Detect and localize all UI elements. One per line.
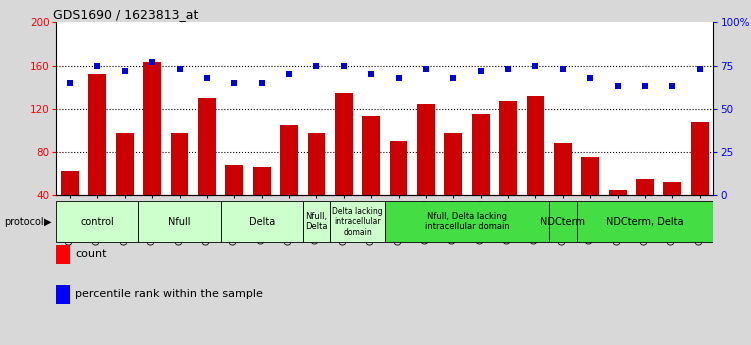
Point <box>393 75 405 80</box>
Text: Delta: Delta <box>249 217 275 227</box>
Point <box>283 71 295 77</box>
Point <box>611 83 623 89</box>
Point <box>201 75 213 80</box>
FancyBboxPatch shape <box>549 201 577 242</box>
Bar <box>143 62 161 238</box>
Text: GDS1690 / 1623813_at: GDS1690 / 1623813_at <box>53 8 198 21</box>
Bar <box>89 74 107 238</box>
Bar <box>417 104 435 238</box>
Bar <box>116 134 134 238</box>
Point <box>146 59 158 65</box>
Bar <box>170 134 189 238</box>
Text: Nfull: Nfull <box>168 217 191 227</box>
Bar <box>445 134 462 238</box>
Point <box>255 80 267 86</box>
Point <box>228 80 240 86</box>
Text: Delta lacking
intracellular
domain: Delta lacking intracellular domain <box>332 207 383 237</box>
Point <box>92 63 104 68</box>
Bar <box>554 143 572 238</box>
Text: NDCterm: NDCterm <box>541 217 585 227</box>
Bar <box>198 98 216 238</box>
FancyBboxPatch shape <box>138 201 221 242</box>
FancyBboxPatch shape <box>330 201 385 242</box>
Point <box>529 63 541 68</box>
Text: control: control <box>80 217 114 227</box>
FancyBboxPatch shape <box>577 201 713 242</box>
Point <box>448 75 460 80</box>
Bar <box>253 167 270 238</box>
Bar <box>663 182 681 238</box>
Point <box>502 66 514 72</box>
Point <box>338 63 350 68</box>
Bar <box>499 101 517 238</box>
Text: percentile rank within the sample: percentile rank within the sample <box>75 289 263 299</box>
Bar <box>362 116 380 238</box>
FancyBboxPatch shape <box>385 201 549 242</box>
Point <box>694 66 706 72</box>
Point <box>666 83 678 89</box>
Point <box>420 66 432 72</box>
Bar <box>691 121 709 238</box>
Point <box>639 83 651 89</box>
FancyBboxPatch shape <box>303 201 330 242</box>
Point <box>310 63 322 68</box>
Point <box>475 68 487 73</box>
FancyBboxPatch shape <box>221 201 303 242</box>
Bar <box>308 134 325 238</box>
Text: NDCterm, Delta: NDCterm, Delta <box>606 217 683 227</box>
Text: Nfull,
Delta: Nfull, Delta <box>305 212 327 231</box>
Text: protocol: protocol <box>4 217 44 227</box>
Bar <box>280 125 298 238</box>
Bar <box>390 141 408 238</box>
Bar <box>636 179 654 238</box>
Bar <box>472 114 490 238</box>
Point <box>556 66 569 72</box>
Bar <box>335 92 353 238</box>
Point <box>584 75 596 80</box>
Point <box>365 71 377 77</box>
FancyBboxPatch shape <box>56 201 138 242</box>
Bar <box>609 189 626 238</box>
Text: Nfull, Delta lacking
intracellular domain: Nfull, Delta lacking intracellular domai… <box>424 212 509 231</box>
Text: ▶: ▶ <box>44 217 51 227</box>
Bar <box>581 157 599 238</box>
Bar <box>526 96 544 238</box>
Point <box>173 66 185 72</box>
Point <box>119 68 131 73</box>
Bar <box>225 165 243 238</box>
Bar <box>61 171 79 238</box>
Text: count: count <box>75 249 107 259</box>
Point <box>64 80 76 86</box>
